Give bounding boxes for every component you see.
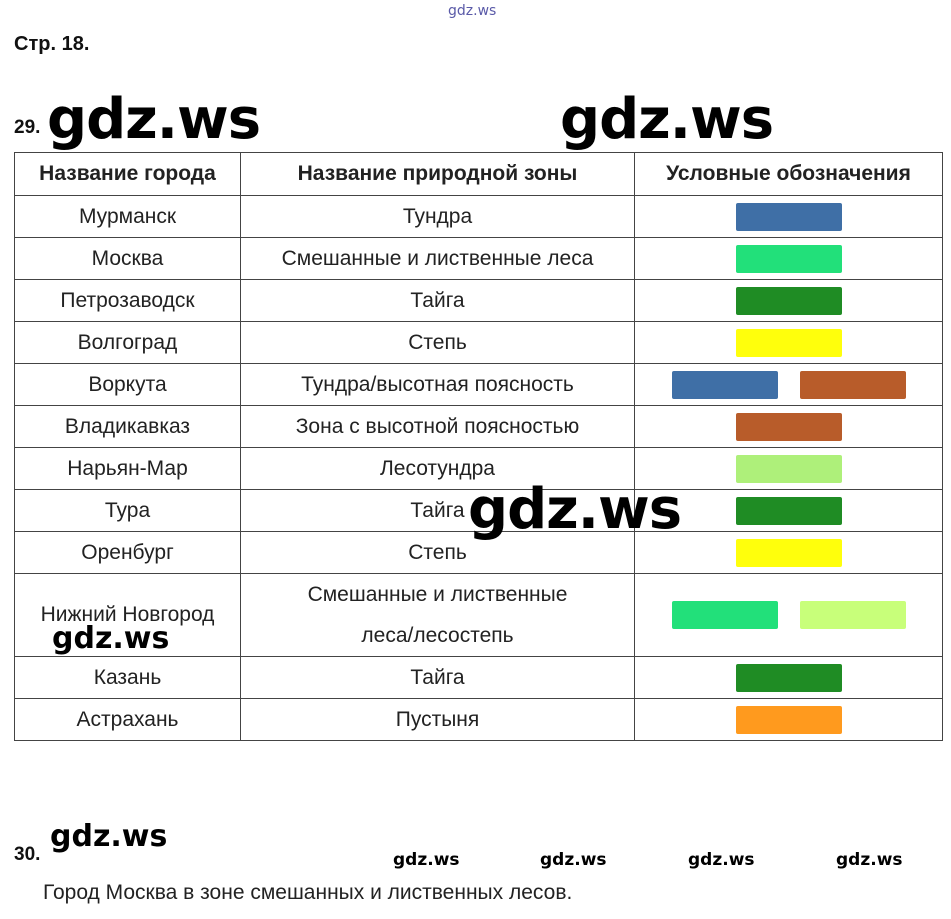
task-30-number: 30. (14, 844, 41, 865)
watermark-big-right: gdz.ws (560, 87, 774, 152)
table-row: Астрахань Пустыня (14, 698, 943, 741)
color-swatch (671, 601, 778, 629)
table-row: Нижний Новгород Смешанные и лиственные лес… (14, 573, 943, 657)
header-zone: Название природной зоны (240, 152, 635, 196)
zone-name-line: Тундра (402, 205, 473, 228)
zone-name-line: Тайга (410, 289, 465, 312)
zones-table: Название города Название природной зоны … (14, 152, 943, 741)
legend-cell (634, 405, 943, 448)
zone-cell: Тайга (240, 279, 635, 322)
table-row: Оренбург Степь (14, 531, 943, 574)
task-29-number: 29. (14, 117, 41, 138)
legend-cell (634, 573, 943, 657)
city-cell: Петрозаводск (14, 279, 241, 322)
watermark-row-3: gdz.ws (688, 850, 755, 870)
legend-cell (634, 656, 943, 699)
zone-cell: Зона с высотной поясностью (240, 405, 635, 448)
city-cell: Воркута (14, 363, 241, 406)
color-swatch (735, 328, 842, 357)
legend-cell (634, 531, 943, 574)
watermark-mid-left: gdz.ws (52, 621, 170, 656)
color-swatch (735, 286, 842, 315)
zone-cell: Смешанные и лиственные леса (240, 237, 635, 280)
zone-name-line: Степь (408, 331, 467, 354)
table-row: Москва Смешанные и лиственные леса (14, 237, 943, 280)
zone-name-line: леса/лесостепь (361, 624, 514, 647)
legend-cell (634, 321, 943, 364)
zone-name-line: Лесотундра (380, 457, 495, 480)
page-label: Стр. 18. (14, 33, 90, 55)
zone-name-line: Пустыня (395, 708, 480, 731)
watermark-row-2: gdz.ws (540, 850, 607, 870)
legend-cell (634, 195, 943, 238)
color-swatch (735, 202, 842, 231)
city-cell: Мурманск (14, 195, 241, 238)
color-swatch (735, 412, 842, 441)
table-row: Казань Тайга (14, 656, 943, 699)
color-swatch (735, 496, 842, 525)
table-row: Воркута Тундра/высотная поясность (14, 363, 943, 406)
zone-cell: Тундра/высотная поясность (240, 363, 635, 406)
color-swatch (799, 370, 906, 399)
table-row: Мурманск Тундра (14, 195, 943, 238)
city-cell: Оренбург (14, 531, 241, 574)
city-cell: Волгоград (14, 321, 241, 364)
watermark-top: gdz.ws (448, 3, 497, 19)
table-header-row: Название города Название природной зоны … (14, 152, 943, 196)
zone-name-line: Степь (408, 541, 467, 564)
table-row: Волгоград Степь (14, 321, 943, 364)
table-row: Владикавказ Зона с высотной поясностью (14, 405, 943, 448)
table-row: Петрозаводск Тайга (14, 279, 943, 322)
city-cell: Астрахань (14, 698, 241, 741)
zone-cell: Степь (240, 531, 635, 574)
zone-name-line: Смешанные и лиственные леса (281, 247, 594, 270)
watermark-bottom-left: gdz.ws (50, 819, 168, 854)
color-swatch (735, 705, 842, 734)
legend-cell (634, 698, 943, 741)
legend-cell (634, 279, 943, 322)
color-swatch (735, 454, 842, 483)
watermark-center: gdz.ws (468, 477, 682, 542)
city-cell: Казань (14, 656, 241, 699)
zone-cell: Смешанные и лиственные леса/лесостепь (240, 573, 635, 657)
watermark-big-left: gdz.ws (47, 87, 261, 152)
city-cell: Нарьян-Мар (14, 447, 241, 490)
task-30-answer: Город Москва в зоне смешанных и лиственн… (43, 881, 573, 904)
zone-cell: Степь (240, 321, 635, 364)
watermark-row-4: gdz.ws (836, 850, 903, 870)
legend-cell (634, 237, 943, 280)
zone-name-line: Зона с высотной поясностью (295, 415, 580, 438)
legend-cell (634, 363, 943, 406)
zone-name-line: Тайга (410, 666, 465, 689)
zone-cell: Пустыня (240, 698, 635, 741)
zone-cell: Тундра (240, 195, 635, 238)
color-swatch (799, 601, 906, 629)
city-cell: Тура (14, 489, 241, 532)
header-legend: Условные обозначения (634, 152, 943, 196)
watermark-row-1: gdz.ws (393, 850, 460, 870)
zone-cell: Тайга (240, 656, 635, 699)
city-cell: Москва (14, 237, 241, 280)
color-swatch (671, 370, 778, 399)
zone-name-line: Тайга (410, 499, 465, 522)
color-swatch (735, 538, 842, 567)
legend-cell (634, 447, 943, 490)
zone-name-line: Смешанные и лиственные (307, 583, 568, 606)
color-swatch (735, 244, 842, 273)
zone-name-line: Тундра/высотная поясность (301, 373, 574, 396)
header-city: Название города (14, 152, 241, 196)
color-swatch (735, 663, 842, 692)
city-cell: Владикавказ (14, 405, 241, 448)
